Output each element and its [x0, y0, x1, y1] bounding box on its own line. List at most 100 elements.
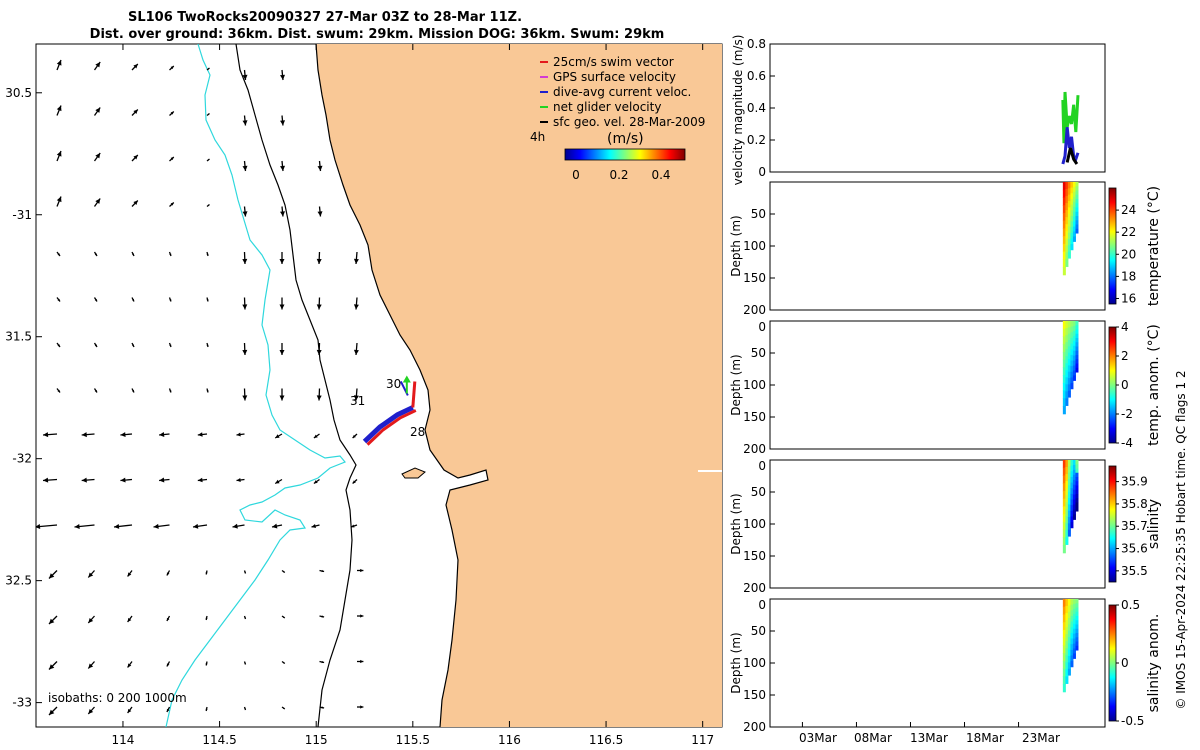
geo-velocity-arrow-head — [57, 253, 60, 256]
legend-label-dive: dive-avg current veloc. — [553, 85, 691, 99]
geo-velocity-arrow — [242, 206, 248, 217]
geo-velocity-arrow-head — [159, 477, 165, 483]
profile-cell — [1070, 215, 1074, 223]
geo-velocity-arrow-head — [133, 155, 138, 160]
profile-cell — [1075, 203, 1079, 209]
profile-cell — [1075, 506, 1079, 512]
geo-velocity-arrow-head — [95, 153, 101, 159]
geo-velocity-arrow — [279, 388, 285, 401]
profile-cell — [1075, 616, 1079, 621]
profile-cell — [1062, 220, 1066, 229]
map-xtick-label: 114.5 — [202, 733, 236, 747]
geo-velocity-arrow-head — [244, 617, 246, 619]
profile-cell — [1062, 514, 1066, 523]
profile-cell — [1065, 384, 1069, 392]
profile-cell — [1072, 623, 1076, 630]
velocity-series-1 — [1061, 127, 1080, 165]
profile-cell — [1070, 349, 1074, 356]
profile-cell — [1062, 460, 1066, 469]
profile-cell — [1070, 493, 1074, 501]
geo-velocity-arrow — [48, 661, 58, 670]
geo-velocity-arrow — [280, 206, 285, 217]
profile-cell — [1067, 239, 1071, 246]
geo-velocity-arrow — [56, 388, 61, 393]
geo-velocity-arrow-head — [232, 523, 238, 529]
profile-colorbar-label: 16 — [1121, 291, 1136, 305]
geo-velocity-arrow-head — [166, 708, 170, 712]
geo-velocity-arrow — [131, 342, 135, 348]
geo-velocity-arrow-head — [197, 432, 203, 437]
profile-cell — [1072, 365, 1076, 371]
profile-cell — [1075, 485, 1079, 491]
geo-velocity-arrow — [242, 69, 248, 81]
profile-cell — [1062, 521, 1066, 531]
geo-velocity-arrow-head — [94, 389, 97, 393]
profile-cell — [1065, 342, 1069, 350]
profile-ytick-label: 100 — [743, 517, 766, 531]
geo-velocity-arrow-head — [280, 120, 285, 126]
profile-cell — [1065, 224, 1069, 232]
geo-velocity-arrow — [352, 479, 358, 484]
geo-velocity-arrow-head — [280, 165, 285, 171]
profile-cell — [1065, 335, 1069, 343]
profile-ytick-label: 50 — [751, 485, 766, 499]
velocity-ytick-label: 0.2 — [747, 133, 766, 147]
geo-velocity-arrow-head — [360, 568, 364, 573]
map-ytick-label: -32 — [12, 452, 32, 466]
geo-velocity-arrow-head — [159, 432, 165, 438]
profile-ytick-label: 100 — [743, 656, 766, 670]
profile-ytick-label: 150 — [743, 271, 766, 285]
profile-cell — [1067, 333, 1071, 341]
geo-velocity-arrow — [168, 251, 172, 257]
geo-velocity-arrow — [206, 158, 210, 162]
geo-velocity-arrow-head — [169, 390, 172, 393]
profile-cell — [1075, 599, 1079, 604]
geo-velocity-arrow-head — [316, 349, 322, 355]
profile-cell — [1067, 207, 1071, 215]
geo-velocity-arrow — [166, 661, 171, 667]
colorbar-units: (m/s) — [607, 131, 644, 147]
geo-velocity-arrow-head — [321, 615, 325, 618]
geo-velocity-arrow-head — [205, 572, 208, 575]
profile-cell — [1065, 349, 1069, 357]
profile-cell — [1067, 365, 1071, 373]
profile-cell — [1067, 194, 1071, 202]
geo-velocity-arrow — [206, 251, 209, 257]
geo-velocity-arrow-head — [88, 617, 94, 623]
geo-velocity-arrow-head — [360, 659, 364, 664]
profile-cell — [1070, 476, 1074, 484]
geo-velocity-arrow — [131, 251, 135, 257]
map-xtick-label: 116.5 — [589, 733, 623, 747]
profile-cell — [1062, 182, 1066, 191]
profile-cell — [1065, 363, 1069, 371]
profile-cell — [1065, 620, 1069, 628]
profile-cell — [1062, 189, 1066, 198]
profile-cell — [1062, 529, 1066, 538]
profile-cell — [1072, 460, 1076, 466]
geo-velocity-arrow — [169, 65, 175, 71]
velocity-series-0 — [1061, 91, 1080, 144]
profile-cell — [1065, 245, 1069, 253]
geo-velocity-arrow-head — [88, 708, 94, 714]
profile-cell — [1075, 186, 1079, 192]
geo-velocity-arrow-head — [205, 708, 208, 711]
profile-cell — [1065, 189, 1069, 197]
profile-cell — [1075, 645, 1079, 651]
profile-cell — [1075, 477, 1079, 482]
geo-velocity-arrow — [243, 661, 247, 665]
profile-cell — [1067, 611, 1071, 619]
track-label-31: 31 — [350, 394, 365, 408]
dive-avg-current-trace — [362, 405, 414, 444]
profile-cell — [1070, 638, 1074, 645]
geo-velocity-arrow-head — [280, 74, 285, 80]
geo-velocity-arrow — [279, 252, 285, 264]
geo-velocity-arrow — [131, 388, 135, 393]
geo-velocity-arrow — [159, 432, 170, 438]
profile-cell — [1075, 359, 1079, 365]
profile-colorbar-title: salinity anom. — [1146, 614, 1162, 713]
profile-cell — [1067, 384, 1071, 392]
geo-velocity-arrow-head — [56, 60, 62, 66]
profile-colorbar-label: 0 — [1121, 656, 1129, 670]
geo-velocity-arrow — [197, 477, 208, 483]
geo-velocity-arrow — [131, 109, 139, 116]
